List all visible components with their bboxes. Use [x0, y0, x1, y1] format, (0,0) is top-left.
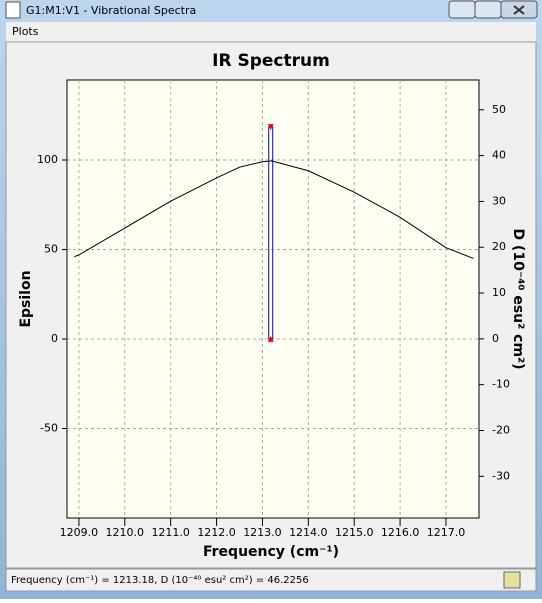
y2-tick-label: -20: [492, 423, 510, 436]
stick-base-marker: [267, 335, 274, 342]
window-title: G1:M1:V1 - Vibrational Spectra: [26, 4, 196, 17]
x-tick-label: 1209.0: [60, 526, 99, 539]
menu-bar: [6, 22, 536, 42]
y2-tick-label: 50: [492, 103, 506, 116]
y-axis-label: Epsilon: [18, 270, 34, 327]
status-text: Frequency (cm⁻¹) = 1213.18, D (10⁻⁴⁰ esu…: [11, 575, 309, 586]
y-tick-label: 100: [37, 153, 58, 166]
y-tick-label: -50: [40, 422, 58, 435]
x-axis-label: Frequency (cm⁻¹): [203, 544, 339, 560]
x-tick-label: 1212.0: [197, 526, 236, 539]
stick-marker: [267, 124, 274, 131]
app-icon: [5, 1, 21, 19]
y2-tick-label: 0: [492, 332, 499, 345]
y2-tick-label: -10: [492, 378, 510, 391]
y-tick-label: 0: [51, 332, 58, 345]
maximize-button[interactable]: [474, 0, 502, 19]
x-tick-label: 1214.0: [289, 526, 328, 539]
x-tick-label: 1215.0: [335, 526, 374, 539]
x-tick-label: 1217.0: [427, 526, 466, 539]
status-bar: [5, 568, 537, 592]
plot: 1209.0 1210.0 1211.0 1212.0 1213.0 1214.0 1215…: [37, 80, 510, 539]
x-tick-label: 1210.0: [106, 526, 145, 539]
spectrum-line: [74, 160, 474, 259]
x-tick-label: 1213.0: [243, 526, 282, 539]
x-tick-label: 1216.0: [381, 526, 420, 539]
menu-item[interactable]: Plots: [12, 25, 39, 38]
y2-tick-label: 30: [492, 194, 506, 207]
y2-axis-label: D (10⁻⁴⁰ esu² cm²): [510, 228, 526, 369]
status-icon[interactable]: [503, 571, 521, 589]
x-tick-label: 1211.0: [151, 526, 190, 539]
y2-tick-label: -30: [492, 469, 510, 482]
y-tick-label: 50: [44, 243, 58, 256]
chart-title: IR Spectrum: [212, 51, 330, 71]
y2-tick-label: 10: [492, 286, 506, 299]
y2-tick-label: 40: [492, 149, 506, 162]
close-icon: [513, 5, 525, 15]
y2-tick-label: 20: [492, 240, 506, 253]
minimize-button[interactable]: [448, 0, 476, 19]
